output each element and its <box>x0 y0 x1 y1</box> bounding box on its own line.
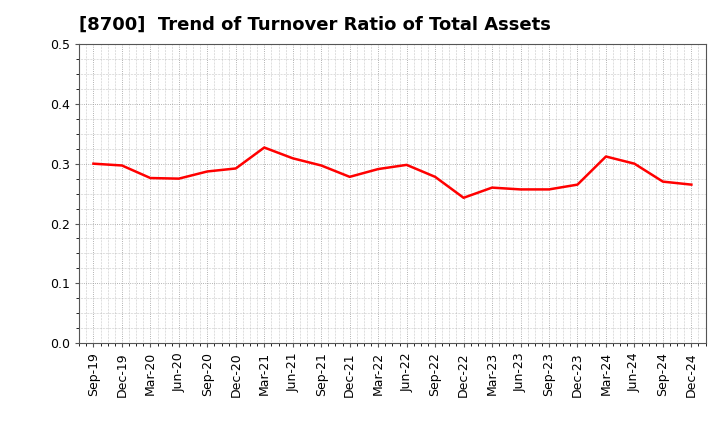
Text: [8700]  Trend of Turnover Ratio of Total Assets: [8700] Trend of Turnover Ratio of Total … <box>79 16 551 34</box>
